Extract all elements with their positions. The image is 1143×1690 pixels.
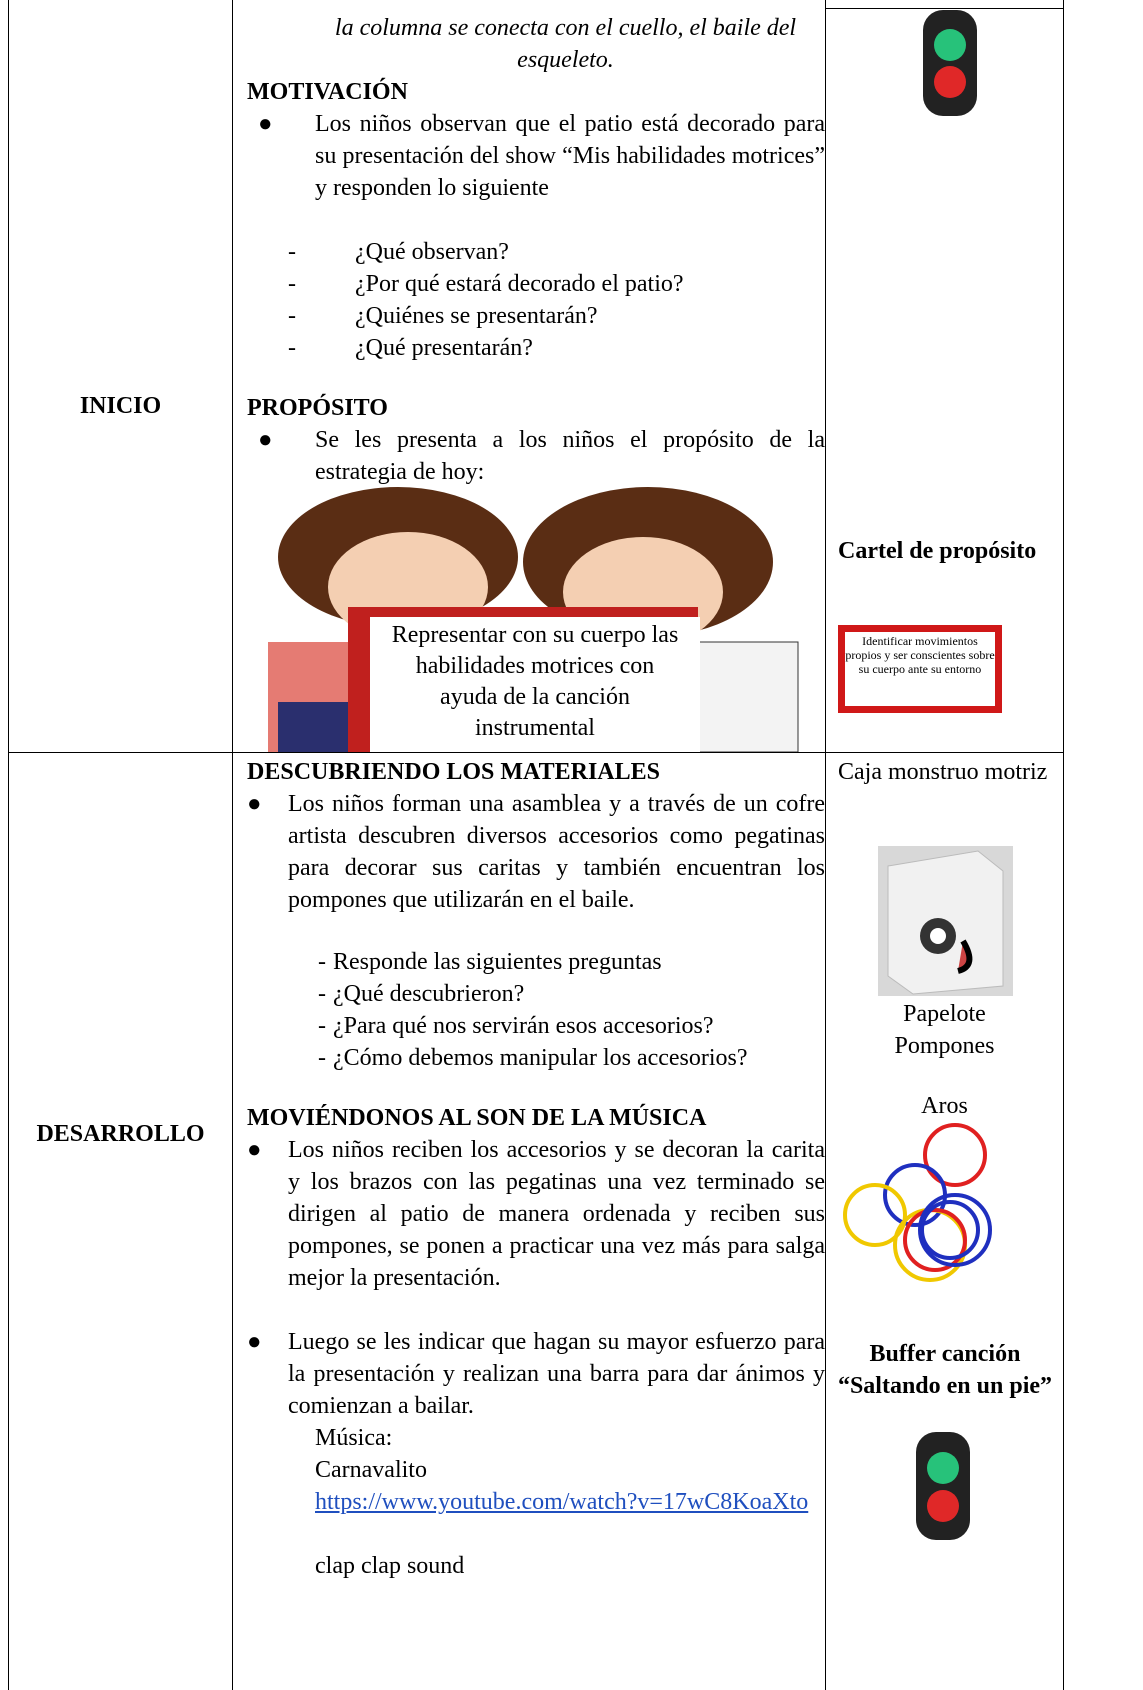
subitem: ¿Quiénes se presentarán? [355,303,598,329]
box-image [878,846,1013,996]
border [8,752,1064,753]
border [232,0,233,1690]
rings-image [843,1123,992,1282]
dash: - [318,1045,326,1071]
border [826,8,1063,9]
bullet-text: Se les presenta a los niños el propósito… [315,427,825,485]
resource-item: Aros [921,1093,968,1119]
resource-poster: Identificar movimientos propios y ser co… [838,625,1002,713]
dash: - [318,1013,326,1039]
dash: - [288,335,296,361]
note: clap clap sound [315,1553,465,1579]
dash: - [288,271,296,297]
kids-illustration [268,487,799,752]
resource-item: Pompones [894,1033,995,1059]
phase: DESARROLLO [36,1121,205,1147]
bullet: ● [247,1137,262,1163]
subitem: ¿Cómo debemos manipular los accesorios? [333,1045,748,1071]
heading: MOTIVACIÓN [247,79,408,105]
border [1063,0,1064,1690]
bullet-text: Los niños reciben los accesorios y se de… [288,1137,825,1291]
heading: DESCUBRIENDO LOS MATERIALES [247,759,660,785]
bullet: ● [258,427,273,453]
subitem: ¿Qué descubrieron? [333,981,525,1007]
resource-item: Papelote [903,1001,986,1027]
speaker-icon [923,10,977,116]
bullet: ● [247,1329,262,1355]
speaker-icon [916,1432,970,1540]
note: Música: [315,1425,393,1451]
dash: - [288,303,296,329]
dash: - [318,981,326,1007]
resource-label: Buffer canción “Saltando en un pie” [837,1341,1053,1399]
subitem: ¿Qué presentarán? [355,335,533,361]
note: Carnavalito [315,1457,427,1483]
border [8,0,9,1690]
intro: la columna se conecta con el cuello, el … [334,15,797,73]
border [825,0,826,1690]
heading: MOVIÉNDONOS AL SON DE LA MÚSICA [247,1105,707,1131]
bullet-text: Los niños observan que el patio está dec… [315,111,825,201]
dash: - [318,949,326,975]
subitem: Responde las siguientes preguntas [333,949,662,975]
bullet-text: Luego se les indicar que hagan su mayor … [288,1329,825,1419]
subitem: ¿Para qué nos servirán esos accesorios? [333,1013,714,1039]
bullet: ● [247,791,262,817]
dash: - [288,239,296,265]
bullet-text: Los niños forman una asamblea y a través… [288,791,825,913]
subitem: ¿Por qué estará decorado el patio? [355,271,684,297]
phase: INICIO [79,393,162,419]
heading: PROPÓSITO [247,395,388,421]
poster-text: Representar con su cuerpo las habilidade… [391,622,679,741]
bullet: ● [258,111,273,137]
resource-label: Cartel de propósito [838,538,1037,564]
link[interactable]: https://www.youtube.com/watch?v=17wC8Koa… [315,1489,809,1515]
subitem: ¿Qué observan? [355,239,509,265]
resource-label: Caja monstruo motriz [838,759,1048,785]
